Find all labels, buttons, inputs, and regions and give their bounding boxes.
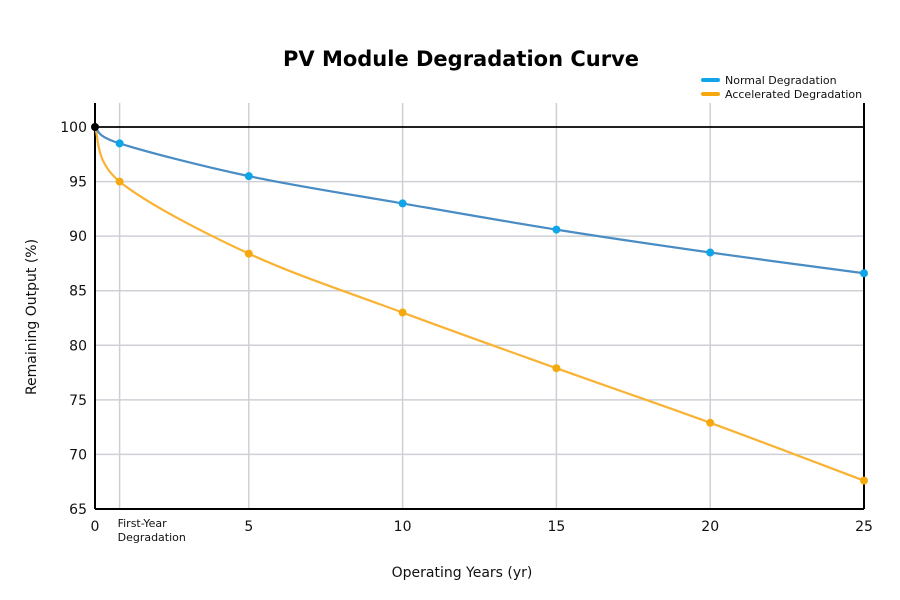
series-line [94, 126, 865, 275]
data-point [398, 199, 407, 208]
y-tick-label: 85 [69, 284, 87, 300]
data-point [115, 139, 124, 148]
data-point [244, 249, 253, 258]
x-tick-label: 15 [547, 519, 565, 535]
x-tick-label: 10 [394, 519, 412, 535]
data-point [706, 418, 715, 427]
x-tick-label: 20 [701, 519, 719, 535]
y-tick-label: 95 [69, 175, 87, 191]
x-tick-label: First-Year Degradation [118, 517, 186, 544]
data-point [706, 248, 715, 257]
series-line [93, 126, 865, 482]
x-axis-label: Operating Years (yr) [392, 565, 533, 581]
y-tick-label: 65 [69, 502, 87, 518]
y-tick-label: 70 [69, 447, 87, 463]
tick-labels: 65 70 75 80 85 90 95 100 0 First-Year Degradation 5… [60, 120, 873, 544]
y-tick-label: 75 [69, 393, 87, 409]
x-tick-label-line: First-Year [118, 517, 168, 530]
data-point [398, 308, 407, 317]
data-point [860, 476, 868, 485]
x-tick-label-line: Degradation [118, 531, 186, 544]
data-point [115, 177, 124, 186]
origin-point [91, 123, 99, 132]
grid [95, 103, 864, 509]
chart-title: PV Module Degradation Curve [283, 47, 639, 71]
series-group [91, 123, 868, 485]
data-point [860, 269, 868, 278]
y-tick-label: 90 [69, 229, 87, 245]
y-tick-label: 100 [60, 120, 87, 136]
data-point [244, 172, 253, 181]
x-tick-label: 0 [91, 519, 100, 535]
axes [94, 103, 865, 510]
data-point [552, 225, 561, 234]
y-axis-label: Remaining Output (%) [24, 239, 40, 395]
x-tick-label: 5 [244, 519, 253, 535]
x-tick-label: 25 [855, 519, 873, 535]
legend-label: Normal Degradation [725, 74, 837, 87]
y-tick-label: 80 [69, 338, 87, 354]
data-point [552, 364, 561, 373]
legend-label: Accelerated Degradation [725, 88, 862, 101]
